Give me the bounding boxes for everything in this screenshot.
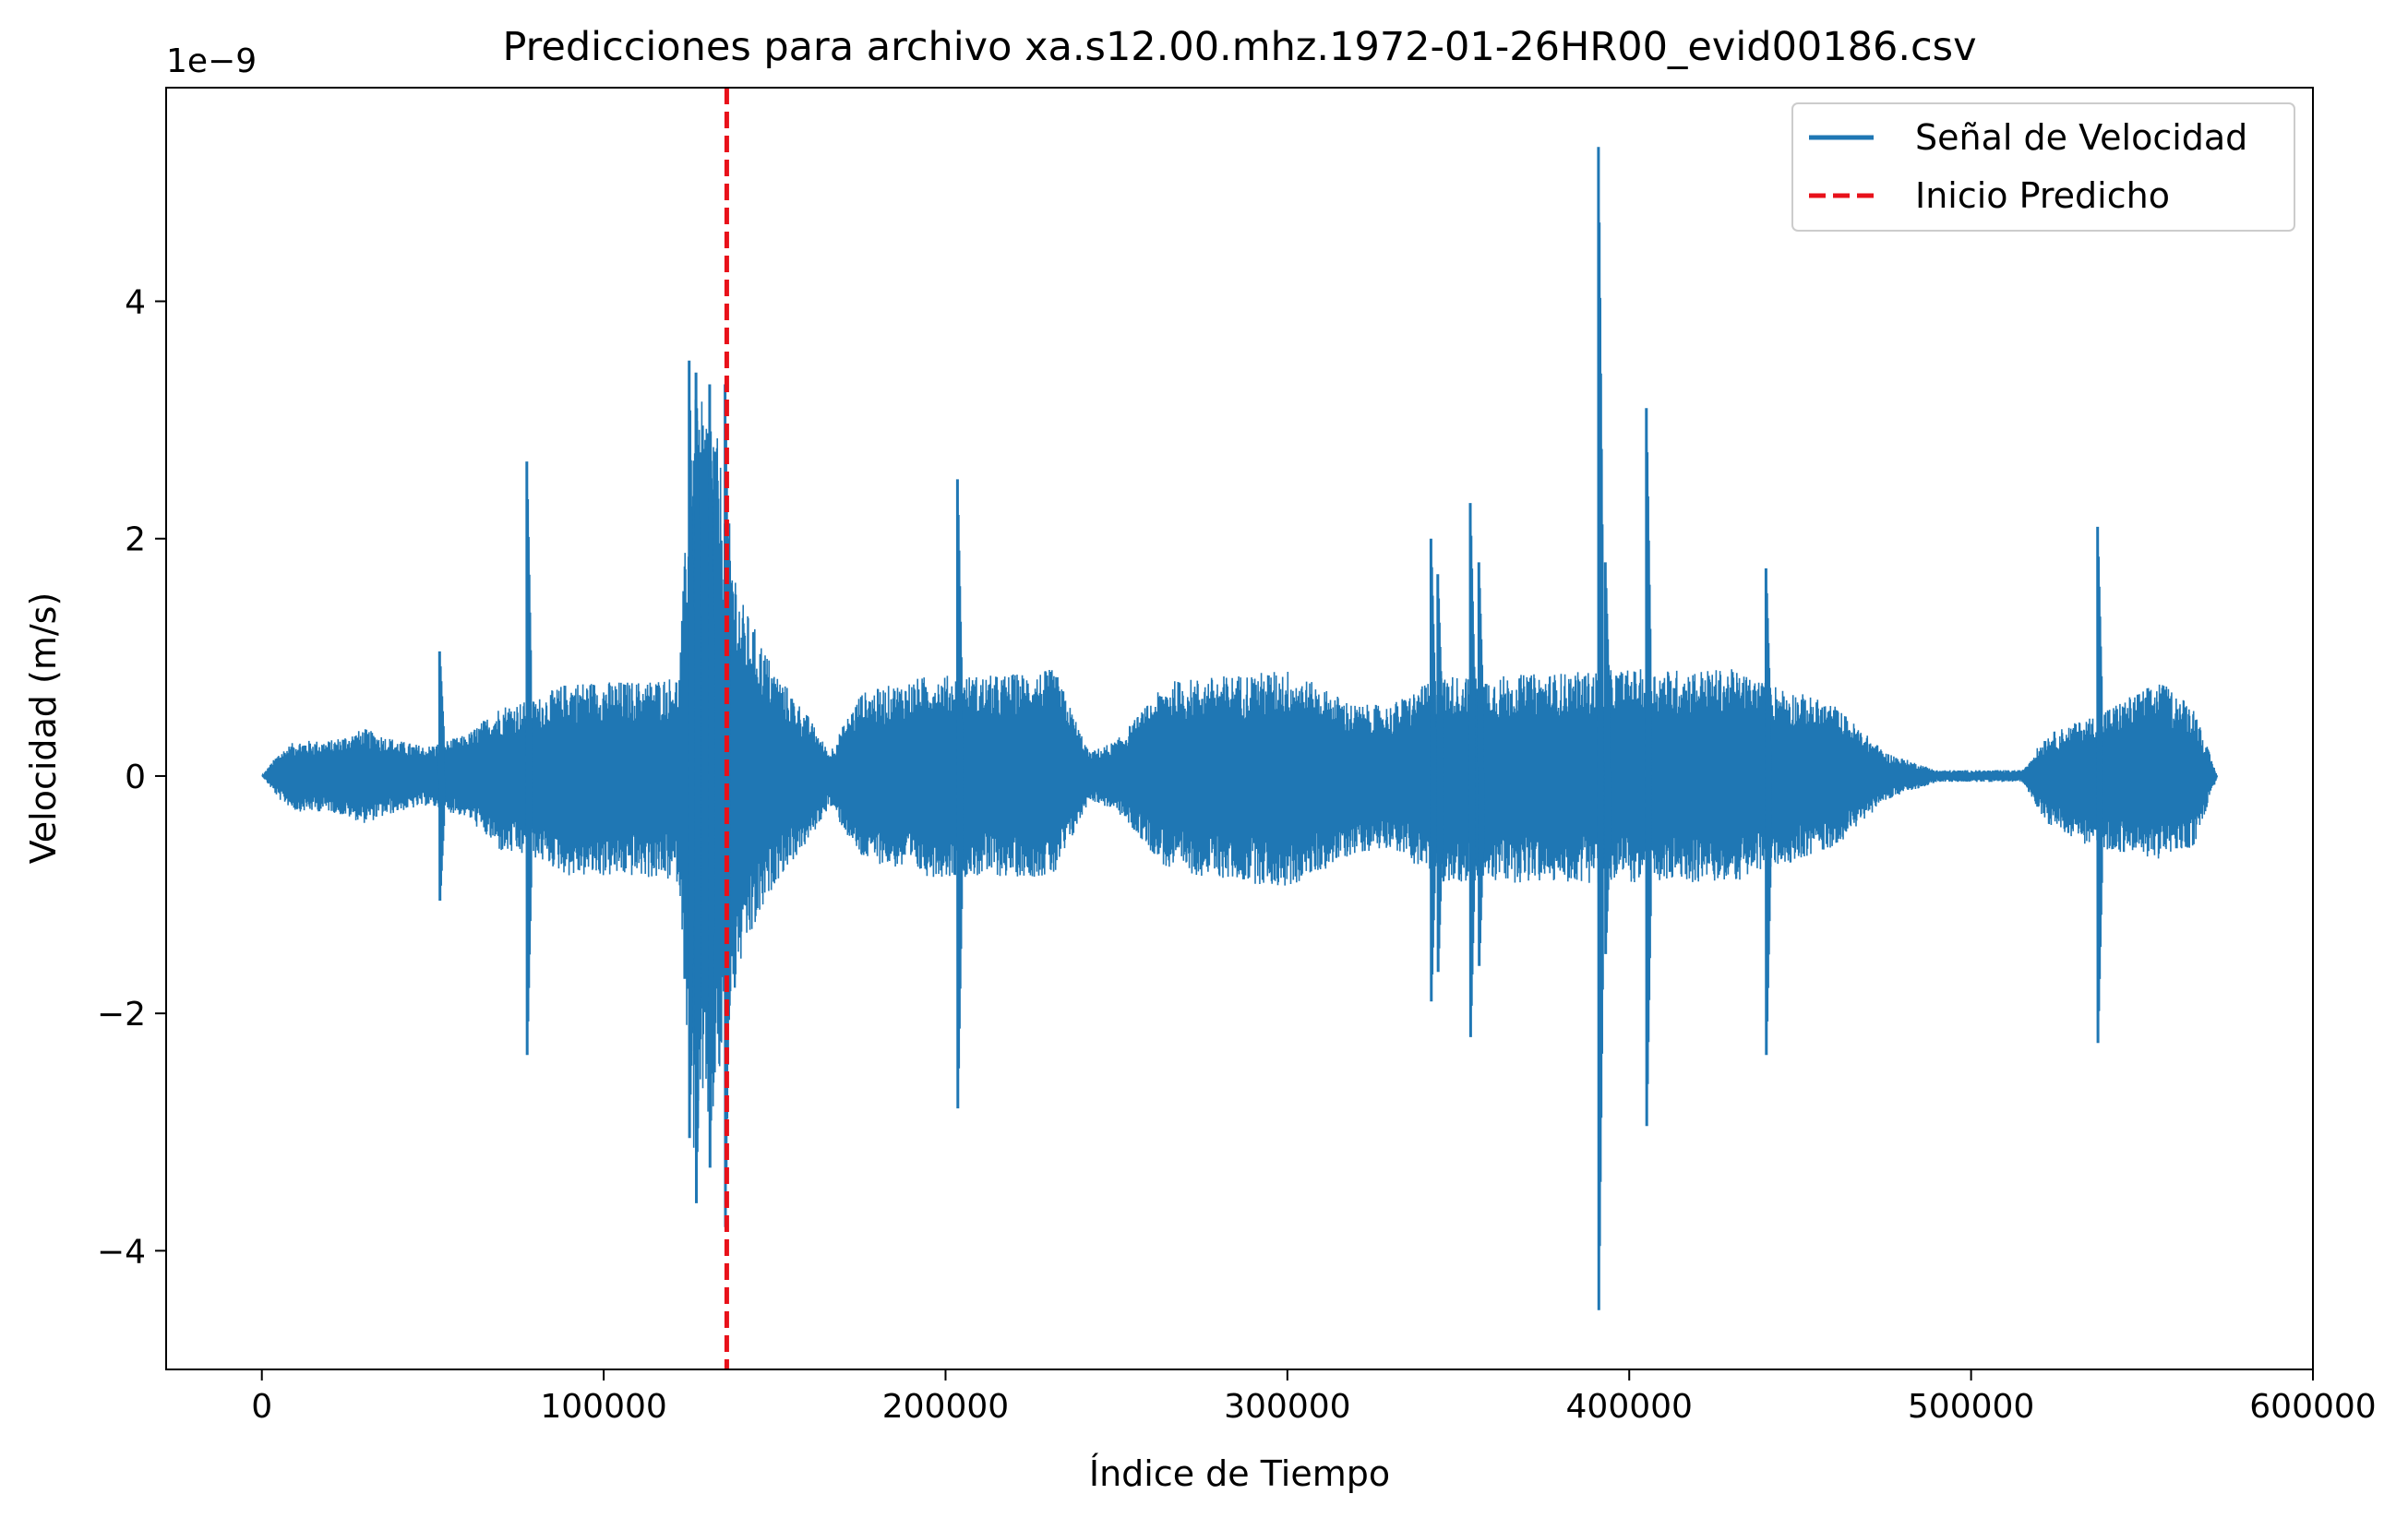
signal-spike <box>1468 503 1476 1037</box>
x-tick-label: 300000 <box>1224 1388 1350 1426</box>
signal-spike <box>437 651 446 902</box>
x-tick-label: 100000 <box>540 1388 666 1426</box>
signal-spike <box>1597 147 1604 1310</box>
y-offset-label: 1e−9 <box>166 42 257 80</box>
signal-spike <box>694 372 701 1203</box>
chart-title: Predicciones para archivo xa.s12.00.mhz.… <box>502 24 1976 70</box>
signal-spike <box>688 360 695 1139</box>
y-tick-label: 0 <box>125 759 146 796</box>
signal-spike <box>1645 408 1652 1127</box>
x-tick-label: 400000 <box>1566 1388 1693 1426</box>
signal-spike <box>1429 538 1437 1002</box>
y-tick-label: −4 <box>97 1233 146 1271</box>
signal-spike <box>1436 574 1444 973</box>
velocity-signal-series <box>261 147 2219 1310</box>
x-tick-label: 0 <box>251 1388 272 1426</box>
x-axis-ticks: 0 100000 200000 300000 400000 500000 600000 <box>251 1369 2377 1426</box>
signal-spike <box>1477 562 1485 966</box>
x-tick-label: 600000 <box>2249 1388 2376 1426</box>
y-axis-ticks: −4 −2 0 2 4 <box>97 284 166 1271</box>
signal-spike <box>2096 526 2103 1044</box>
x-tick-label: 200000 <box>882 1388 1009 1426</box>
legend: Señal de Velocidad Inicio Predicho <box>1791 102 2295 232</box>
y-tick-label: 2 <box>125 521 146 559</box>
velocity-signal-line <box>261 400 2219 1148</box>
signal-spike <box>1603 562 1611 954</box>
signal-spike <box>1764 568 1772 1056</box>
y-axis-label: Velocidad (m/s) <box>23 592 64 865</box>
legend-label-signal: Señal de Velocidad <box>1915 117 2247 158</box>
signal-spike <box>708 384 715 1168</box>
signal-spike <box>955 479 964 1109</box>
y-tick-label: 4 <box>125 284 146 322</box>
signal-spike <box>525 461 533 1056</box>
y-tick-label: −2 <box>97 996 146 1034</box>
x-axis-label: Índice de Tiempo <box>1089 1453 1390 1494</box>
x-tick-label: 500000 <box>1908 1388 2034 1426</box>
legend-box <box>1791 102 2295 232</box>
legend-label-predicted: Inicio Predicho <box>1915 175 2170 216</box>
plot-area-frame <box>165 87 2314 1370</box>
